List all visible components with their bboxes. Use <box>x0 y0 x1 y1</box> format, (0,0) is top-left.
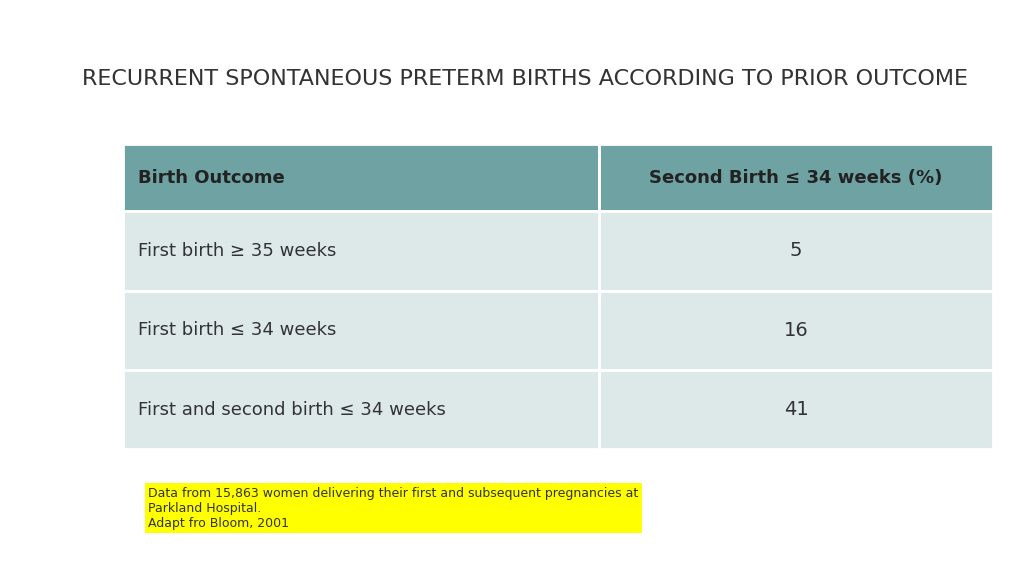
Text: First birth ≤ 34 weeks: First birth ≤ 34 weeks <box>138 321 337 339</box>
Text: Birth Outcome: Birth Outcome <box>138 169 285 187</box>
Text: First and second birth ≤ 34 weeks: First and second birth ≤ 34 weeks <box>138 400 446 419</box>
Text: 41: 41 <box>783 400 809 419</box>
Text: 5: 5 <box>790 241 803 260</box>
Text: RECURRENT SPONTANEOUS PRETERM BIRTHS ACCORDING TO PRIOR OUTCOME: RECURRENT SPONTANEOUS PRETERM BIRTHS ACC… <box>82 69 968 89</box>
Text: 16: 16 <box>783 321 809 340</box>
Text: First birth ≥ 35 weeks: First birth ≥ 35 weeks <box>138 242 337 260</box>
Text: Data from 15,863 women delivering their first and subsequent pregnancies at
Park: Data from 15,863 women delivering their … <box>148 487 639 530</box>
Text: Second Birth ≤ 34 weeks (%): Second Birth ≤ 34 weeks (%) <box>649 169 943 187</box>
